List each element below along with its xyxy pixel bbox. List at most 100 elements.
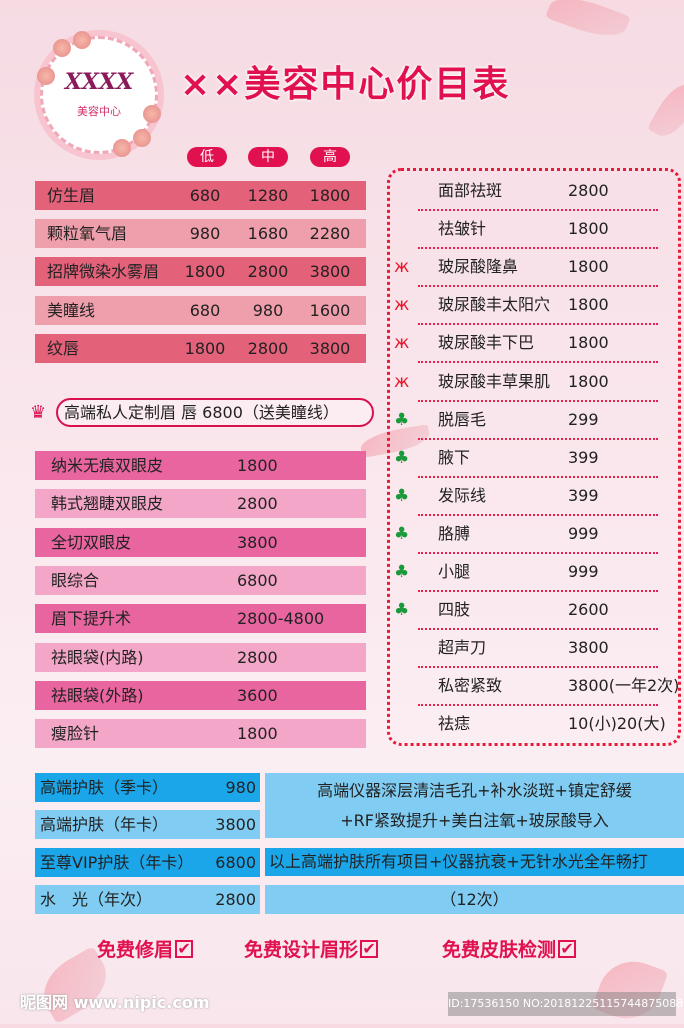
price-low: 680 — [189, 300, 221, 320]
item-price: 1800 — [237, 724, 278, 744]
skin-care-row: 水 光（年次） 2800 — [35, 885, 260, 914]
item-name: 玻尿酸丰太阳穴 — [438, 295, 551, 315]
skin-desc-3: （12次） — [265, 885, 684, 914]
price-low: 680 — [189, 186, 221, 205]
item-name: 玻尿酸隆鼻 — [438, 257, 519, 277]
item-price: 399 — [568, 485, 599, 505]
item-name: 招牌微染水雾眉 — [47, 262, 160, 282]
right-row: 祛痣 10(小)20(大) — [418, 706, 666, 744]
item-price: 1800 — [568, 371, 609, 391]
skin-care-row: 至尊VIP护肤（年卡） 6800 — [35, 848, 260, 877]
tier-mid-badge: 中 — [248, 147, 288, 167]
item-name: 瘦脸针 — [51, 724, 100, 744]
skin-desc-line1: 高端仪器深层清洁毛孔+补水淡斑+镇定舒缓 — [317, 781, 632, 800]
right-row: ж 玻尿酸隆鼻 1800 — [394, 249, 658, 288]
item-name: 祛眼袋(内路) — [51, 647, 144, 667]
tier-high-badge: 高 — [310, 147, 350, 167]
price-mid: 1680 — [247, 224, 289, 244]
item-name: 小腿 — [438, 562, 471, 581]
item-price: 1800 — [568, 257, 609, 277]
butterfly-icon: ж — [394, 295, 410, 316]
price-high: 2280 — [309, 224, 351, 244]
clover-icon: ♣ — [394, 562, 410, 582]
price-mid: 2800 — [247, 338, 289, 358]
item-price: 1800 — [568, 295, 609, 315]
item-name: 眉下提升术 — [51, 609, 132, 629]
price-high: 3800 — [309, 262, 351, 282]
skin-desc-2: 以上高端护肤所有项目+仪器抗衰+无针水光全年畅打 — [265, 848, 684, 876]
item-price: 2800 — [237, 494, 278, 514]
check-icon: ✔ — [360, 940, 379, 958]
item-name: 眼综合 — [51, 570, 100, 590]
item-name: 胳膊 — [438, 523, 471, 543]
item-name: 纳米无痕双眼皮 — [51, 456, 164, 475]
free-label: 免费设计眉形 — [244, 939, 359, 961]
item-price: 2600 — [568, 600, 609, 620]
watermark-site: 昵图网 www.nipic.com — [20, 993, 210, 1012]
check-icon: ✔ — [175, 940, 194, 958]
free-item: 免费设计眉形 ✔ — [244, 938, 379, 962]
eyebrow-row: 美瞳线 680 980 1600 — [35, 295, 366, 325]
eye-row: 瘦脸针 1800 — [35, 719, 366, 749]
eyebrow-row: 招牌微染水雾眉 1800 2800 3800 — [35, 257, 366, 287]
item-price: 1800 — [568, 333, 609, 353]
item-price: 2800 — [237, 647, 278, 667]
petal-decoration — [647, 76, 684, 144]
item-price: 2800 — [568, 181, 609, 200]
special-offer: 高端私人定制眉 唇 6800（送美瞳线） — [56, 398, 374, 427]
item-name: 四肢 — [438, 600, 471, 620]
price-mid: 1280 — [247, 186, 289, 205]
butterfly-icon: ж — [394, 371, 410, 392]
price-high: 3800 — [309, 338, 351, 358]
item-price: 6800 — [215, 853, 256, 872]
item-price: 999 — [568, 523, 599, 543]
right-row: ♣ 脱唇毛 299 — [394, 402, 658, 440]
free-item: 免费皮肤检测 ✔ — [442, 938, 577, 962]
price-high: 1800 — [309, 186, 351, 205]
item-price: 10(小)20(大) — [568, 714, 666, 734]
item-price: 3800(一年2次) — [568, 676, 680, 696]
item-name: 祛皱针 — [438, 219, 487, 239]
right-row: 私密紧致 3800(一年2次) — [418, 668, 679, 707]
eye-row: 祛眼袋(内路) 2800 — [35, 642, 366, 672]
right-row: ж 玻尿酸丰草果肌 1800 — [394, 364, 658, 402]
eye-row: 纳米无痕双眼皮 1800 — [35, 451, 366, 480]
logo-subtitle: 美容中心 — [77, 105, 121, 118]
item-name: 韩式翘睫双眼皮 — [51, 494, 164, 514]
item-price: 2800-4800 — [237, 609, 325, 629]
item-name: 高端护肤（季卡） — [40, 778, 169, 797]
item-price: 299 — [568, 409, 599, 429]
right-row: ♣ 四肢 2600 — [394, 592, 658, 631]
butterfly-icon: ж — [394, 257, 410, 278]
right-row: ♣ 胳膊 999 — [394, 516, 658, 554]
clover-icon: ♣ — [394, 485, 410, 506]
petal-decoration — [545, 0, 631, 45]
right-row: 祛皱针 1800 — [418, 211, 658, 250]
clover-icon: ♣ — [394, 523, 410, 544]
item-name: 玻尿酸丰下巴 — [438, 333, 535, 353]
eyebrow-row: 仿生眉 680 1280 1800 — [35, 181, 366, 210]
skin-care-row: 高端护肤（季卡） 980 — [35, 773, 260, 802]
item-name: 颗粒氧气眉 — [47, 224, 128, 244]
item-name: 纹唇 — [47, 338, 80, 358]
logo: XXXX 美容中心 — [37, 31, 161, 157]
crown-icon: ♛ — [30, 402, 47, 423]
free-label: 免费皮肤检测 — [442, 939, 557, 961]
right-row: ж 玻尿酸丰下巴 1800 — [394, 325, 658, 364]
right-row: ж 玻尿酸丰太阳穴 1800 — [394, 287, 658, 326]
item-name: 脱唇毛 — [438, 409, 487, 429]
item-name: 发际线 — [438, 485, 487, 505]
item-name: 至尊VIP护肤（年卡） — [40, 853, 194, 872]
tier-low-badge: 低 — [187, 147, 227, 167]
item-name: 私密紧致 — [438, 676, 503, 696]
item-price: 2800 — [215, 890, 256, 909]
price-low: 980 — [189, 224, 221, 244]
skin-desc-1: 高端仪器深层清洁毛孔+补水淡斑+镇定舒缓 +RF紧致提升+美白注氧+玻尿酸导入 — [265, 773, 684, 838]
item-price: 3800 — [215, 815, 256, 834]
eye-row: 眼综合 6800 — [35, 565, 366, 595]
eye-row: 眉下提升术 2800-4800 — [35, 604, 366, 634]
item-price: 1800 — [237, 456, 278, 475]
item-name: 面部祛斑 — [438, 181, 503, 200]
free-item: 免费修眉 ✔ — [97, 938, 194, 962]
free-label: 免费修眉 — [97, 939, 174, 961]
